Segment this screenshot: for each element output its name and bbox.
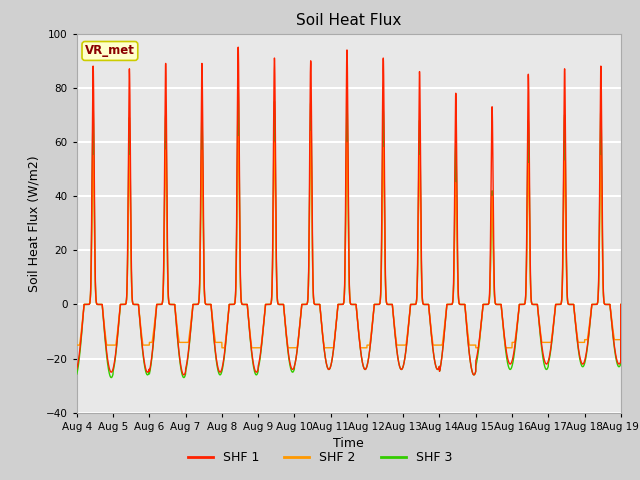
Title: Soil Heat Flux: Soil Heat Flux: [296, 13, 401, 28]
Legend: SHF 1, SHF 2, SHF 3: SHF 1, SHF 2, SHF 3: [183, 446, 457, 469]
Y-axis label: Soil Heat Flux (W/m2): Soil Heat Flux (W/m2): [28, 155, 40, 291]
Text: VR_met: VR_met: [85, 45, 135, 58]
X-axis label: Time: Time: [333, 437, 364, 450]
